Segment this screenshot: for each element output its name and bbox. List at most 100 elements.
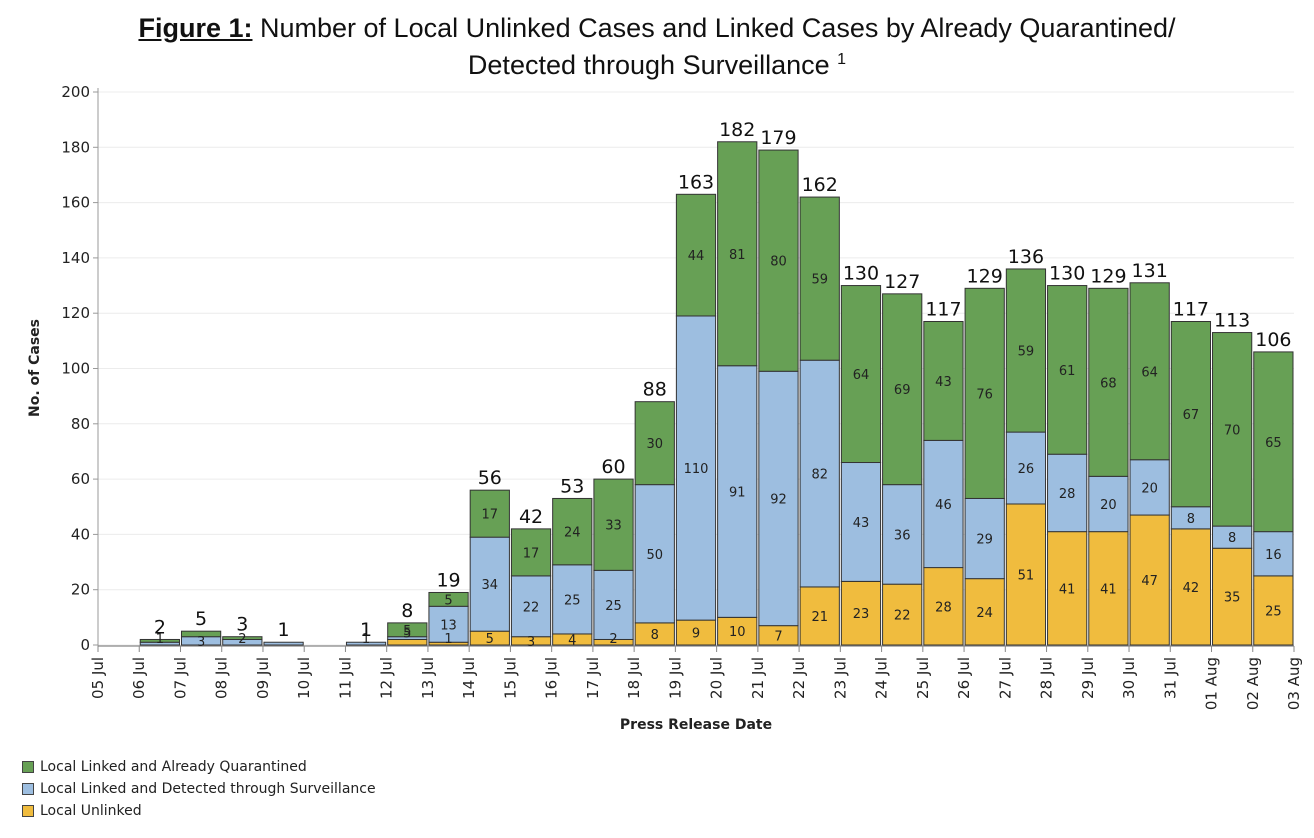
x-tick-label: 15 Jul (501, 657, 519, 699)
data-label-surveillance: 28 (1059, 487, 1076, 502)
bar-segment-surveillance (634, 484, 675, 624)
data-label-quarantined: 17 (523, 546, 540, 561)
data-label-surveillance: 20 (1100, 498, 1117, 513)
legend-swatch-surveillance (22, 783, 34, 795)
data-label-surveillance: 16 (1265, 548, 1282, 563)
y-tick-label: 160 (61, 194, 90, 212)
total-label: 1 (278, 619, 290, 641)
total-label: 130 (1049, 263, 1085, 285)
x-tick-label: 18 Jul (625, 657, 643, 699)
x-tick-label: 19 Jul (666, 657, 684, 699)
bar-segment-unlinked (964, 578, 1005, 646)
x-tick-label: 06 Jul (130, 657, 148, 699)
total-label: 8 (401, 600, 413, 622)
data-label-unlinked: 4 (568, 633, 576, 648)
bar-segment-quarantined (593, 478, 634, 571)
total-label: 117 (925, 298, 961, 320)
bar-segment-surveillance (717, 365, 758, 618)
x-tick-label: 29 Jul (1079, 657, 1097, 699)
data-label-surveillance: 26 (1018, 462, 1035, 477)
data-label-surveillance: 5 (403, 626, 411, 641)
bar-segment-surveillance (882, 484, 923, 585)
data-label-surveillance: 2 (238, 632, 246, 647)
data-label-unlinked: 35 (1224, 591, 1241, 606)
legend-swatch-unlinked (22, 805, 34, 817)
data-label-quarantined: 69 (894, 383, 911, 398)
x-tick-label: 31 Jul (1161, 657, 1179, 699)
x-tick-label: 17 Jul (584, 657, 602, 699)
bar-segment-quarantined (634, 401, 675, 486)
bar-segment-surveillance (263, 641, 304, 646)
data-label-unlinked: 22 (894, 609, 911, 624)
data-label-unlinked: 41 (1059, 582, 1076, 597)
data-label-unlinked: 10 (729, 625, 746, 640)
bar-segment-quarantined (1212, 332, 1253, 527)
data-label-surveillance: 29 (976, 533, 993, 548)
bar-segment-surveillance (799, 359, 840, 588)
data-label-surveillance: 3 (197, 635, 205, 650)
data-label-unlinked: 42 (1183, 581, 1200, 596)
total-label: 117 (1173, 298, 1209, 320)
data-label-quarantined: 59 (1018, 345, 1035, 360)
data-label-surveillance: 43 (853, 516, 870, 531)
total-label: 162 (802, 174, 838, 196)
bar-segment-surveillance (758, 370, 799, 627)
bar-segment-surveillance (923, 439, 964, 569)
y-tick-label: 180 (61, 138, 90, 156)
total-label: 2 (154, 616, 166, 638)
total-label: 60 (601, 456, 625, 478)
total-label: 127 (884, 271, 920, 293)
y-axis-label: No. of Cases (27, 319, 43, 417)
data-label-quarantined: 44 (688, 249, 705, 264)
data-label-surveillance: 50 (646, 548, 663, 563)
bar-segment-surveillance (345, 641, 387, 646)
legend-swatch-quarantined (22, 761, 34, 773)
x-tick-label: 16 Jul (543, 657, 561, 699)
legend-item-quarantined: Local Linked and Already Quarantined (22, 756, 376, 778)
bar-segment-unlinked (1129, 514, 1170, 646)
bar-segment-quarantined (964, 287, 1005, 499)
data-label-quarantined: 81 (729, 248, 746, 263)
data-label-unlinked: 7 (774, 629, 782, 644)
bar-segment-unlinked (675, 619, 717, 646)
legend-item-surveillance: Local Linked and Detected through Survei… (22, 778, 376, 800)
total-label: 56 (478, 467, 502, 489)
x-tick-label: 13 Jul (419, 657, 437, 699)
x-tick-label: 20 Jul (708, 657, 726, 699)
total-label: 42 (519, 506, 543, 528)
data-label-unlinked: 47 (1141, 574, 1158, 589)
bar-segment-quarantined (428, 591, 469, 607)
title-text-2: Detected through Surveillance (467, 50, 830, 80)
total-label: 88 (643, 379, 667, 401)
title-line-2: Detected through Surveillance 1 (0, 44, 1314, 81)
y-tick-label: 200 (61, 83, 90, 101)
bar-segment-quarantined (180, 630, 222, 638)
data-label-unlinked: 2 (609, 632, 617, 647)
legend-item-unlinked: Local Unlinked (22, 800, 376, 822)
data-label-quarantined: 80 (770, 255, 787, 270)
total-label: 179 (760, 127, 796, 149)
bar-segment-unlinked (840, 580, 882, 646)
bar-segment-surveillance (1253, 531, 1294, 577)
x-tick-label: 11 Jul (336, 657, 354, 699)
x-tick-label: 12 Jul (378, 657, 396, 699)
figure-label: Figure 1: (138, 13, 253, 43)
x-tick-label: 09 Jul (254, 657, 272, 699)
y-tick-label: 60 (71, 470, 90, 488)
bar-segment-quarantined (1129, 282, 1170, 461)
bar-segment-unlinked (923, 567, 964, 646)
total-label: 131 (1132, 260, 1168, 282)
data-label-quarantined: 64 (853, 368, 870, 383)
bar-segment-quarantined (840, 285, 882, 464)
data-label-surveillance: 110 (684, 462, 709, 477)
x-tick-label: 25 Jul (914, 657, 932, 699)
bar-segment-quarantined (1005, 268, 1047, 433)
data-label-surveillance: 92 (770, 492, 787, 507)
data-label-quarantined: 33 (605, 519, 622, 534)
total-label: 129 (1090, 265, 1126, 287)
bar-segment-quarantined (387, 622, 428, 638)
data-label-quarantined: 68 (1100, 376, 1117, 391)
bar-segment-quarantined (552, 497, 593, 566)
total-label: 19 (436, 569, 460, 591)
data-label-quarantined: 17 (482, 508, 499, 523)
